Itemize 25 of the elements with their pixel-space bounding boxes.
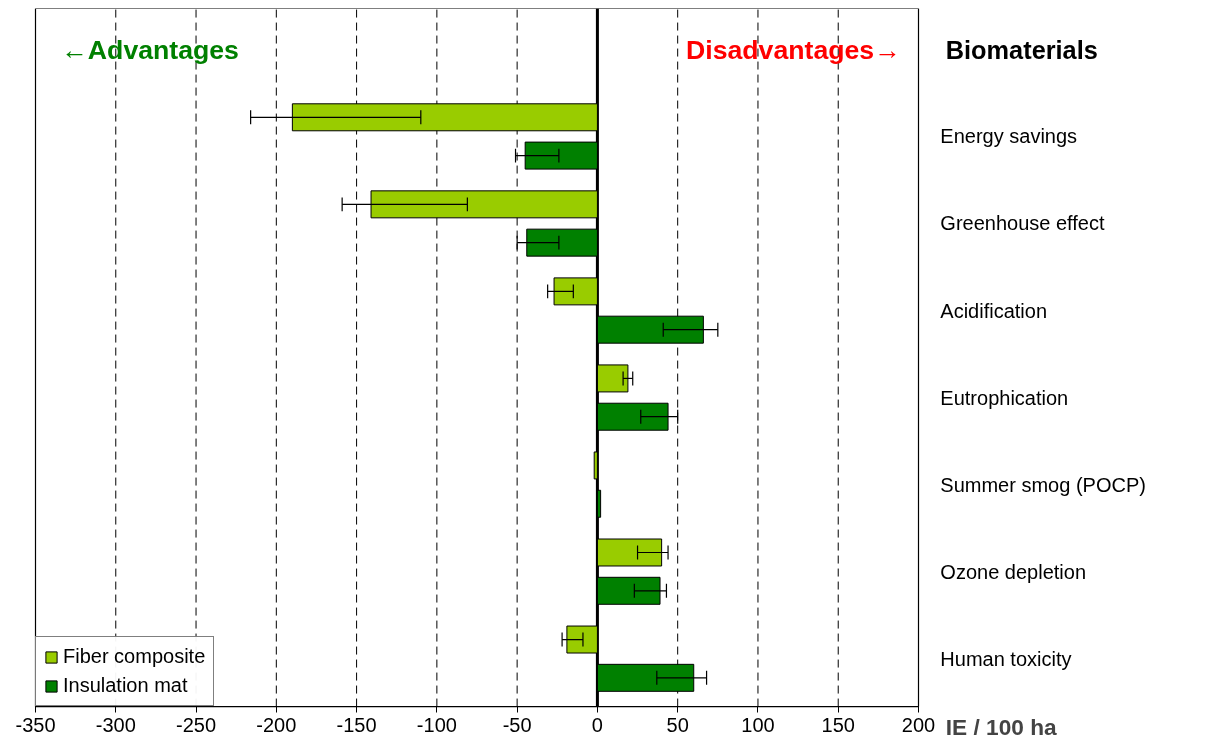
y-tick-label: Greenhouse effect [940,212,1105,235]
x-tick-label: 100 [741,713,775,736]
x-tick-label: 50 [666,713,689,736]
x-tick-label: -150 [336,713,377,736]
y-axis-title: Biomaterials [945,36,1098,65]
text: Disadvantages→ [686,35,901,66]
y-tick-label: Ozone depletion [940,560,1087,583]
x-tick-label: -100 [416,713,457,736]
y-tick-label: Summer smog (POCP) [940,473,1146,496]
x-tick-label: -300 [95,713,136,736]
x-tick-label: -350 [15,713,56,736]
x-tick-label: 150 [821,713,855,736]
x-axis-title: IE / 100 ha [945,713,1058,740]
x-tick-label: 200 [901,713,936,736]
x-tick-label: -50 [502,713,532,736]
x-tick-label: -250 [176,713,217,736]
x-tick-label: 0 [591,713,603,736]
y-tick-label: Acidification [940,299,1048,322]
legend-label: Fiber composite [63,645,206,668]
y-tick-label: Eutrophication [940,386,1069,409]
x-tick-label: -200 [256,713,297,736]
y-tick-label: Human toxicity [940,647,1072,670]
text: ←Advantages [61,35,239,66]
y-tick-label: Energy savings [940,125,1078,148]
legend-label: Insulation mat [63,674,188,697]
